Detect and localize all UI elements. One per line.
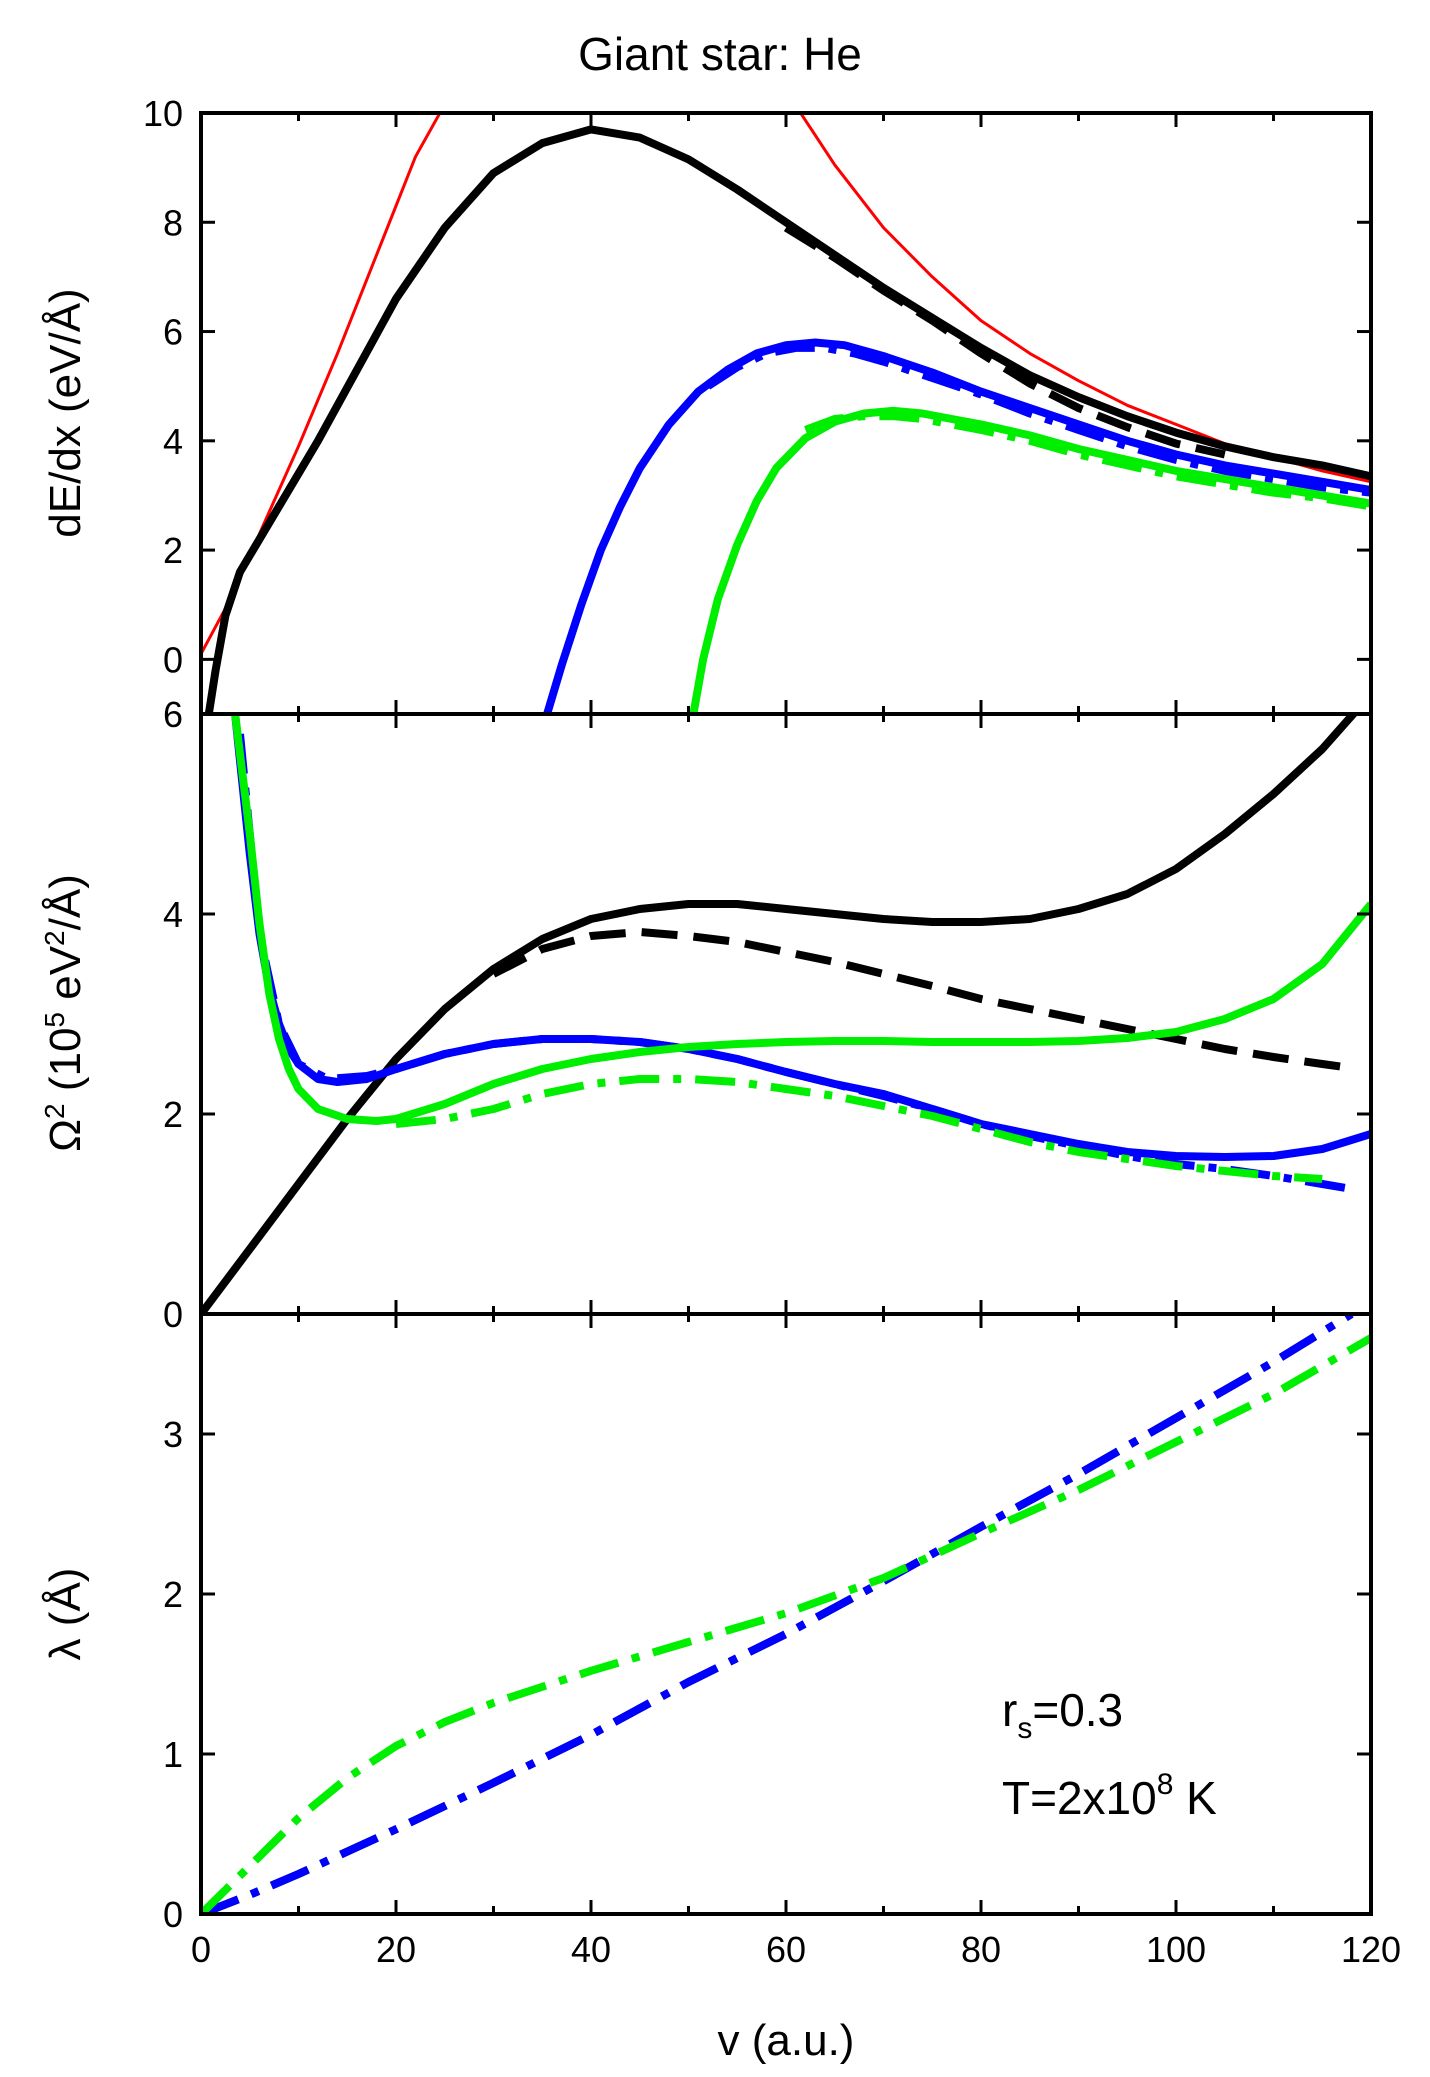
series-line-stopping-7 xyxy=(804,412,1371,511)
ev-exponent: 2 xyxy=(39,930,70,946)
annotation-temperature: T=2x108 K xyxy=(1002,1768,1217,1824)
omega-exponent: 2 xyxy=(39,1103,70,1119)
x-tick-label: 40 xyxy=(571,1929,611,1970)
rs-symbol: r xyxy=(1002,1684,1017,1736)
y-tick-label-lambda: 3 xyxy=(163,1414,183,1455)
series-line-lambda-1 xyxy=(201,1314,1354,1914)
y-tick-label-stopping: 10 xyxy=(143,93,183,134)
temperature-exponent: 8 xyxy=(1157,1768,1174,1801)
rs-value: =0.3 xyxy=(1032,1684,1123,1736)
series-line-lambda-0 xyxy=(201,1314,1354,1914)
y-tick-label-lambda: 2 xyxy=(163,1574,183,1615)
y-tick-label-straggling: 0 xyxy=(163,1294,183,1335)
omega-symbol: Ω xyxy=(41,1119,90,1152)
units-angstrom: /Å) xyxy=(41,874,90,930)
x-tick-label: 120 xyxy=(1341,1929,1401,1970)
series-line-straggling-5 xyxy=(395,1075,1323,1183)
x-axis-title: v (a.u.) xyxy=(718,2016,855,2065)
rs-subscript: s xyxy=(1017,1712,1032,1745)
y-tick-label-lambda: 0 xyxy=(163,1894,183,1935)
y-tick-label-stopping: 2 xyxy=(163,530,183,571)
y-tick-label-stopping: 4 xyxy=(163,421,183,462)
panel-lambda-curves xyxy=(201,1314,1371,1914)
series-line-stopping-6 xyxy=(689,406,1371,714)
x-tick-label: 60 xyxy=(766,1929,806,1970)
curves-layer xyxy=(201,113,1371,1914)
annotation-rs: rs=0.3 xyxy=(1002,1684,1123,1745)
series-line-stopping-2 xyxy=(204,125,1371,714)
units-ev: eV xyxy=(41,945,90,1012)
y-tick-label-straggling: 4 xyxy=(163,894,183,935)
y-axis-title-straggling: Ω2 (105 eV2/Å) xyxy=(39,874,90,1152)
temperature-base: T=2x10 xyxy=(1002,1772,1157,1824)
chart-title: Giant star: He xyxy=(578,28,862,80)
x-tick-label: 100 xyxy=(1146,1929,1206,1970)
series-line-straggling-1 xyxy=(491,928,1353,1072)
series-line-straggling-0 xyxy=(201,714,1359,1314)
y-tick-label-straggling: 2 xyxy=(163,1094,183,1135)
series-line-lambda-2 xyxy=(201,1334,1371,1914)
series-line-straggling-4 xyxy=(231,714,1371,1125)
panel-straggling-curves xyxy=(201,714,1371,1314)
x-tick-label: 80 xyxy=(961,1929,1001,1970)
y-tick-label-stopping: 8 xyxy=(163,202,183,243)
temperature-unit: K xyxy=(1173,1772,1217,1824)
y-axis-title-lambda: λ (Å) xyxy=(41,1568,90,1661)
panel-stopping-curves xyxy=(201,113,1371,714)
x-tick-label: 0 xyxy=(191,1929,211,1970)
y-tick-label-stopping: 6 xyxy=(163,312,183,353)
series-line-stopping-3 xyxy=(783,224,1226,459)
units-prefix: (10 xyxy=(41,1028,90,1104)
y-axis-title-stopping: dE/dx (eV/Å) xyxy=(41,288,90,537)
series-line-stopping-5 xyxy=(705,343,1371,497)
series-line-stopping-4 xyxy=(543,338,1371,714)
y-tick-label-stopping: 0 xyxy=(163,639,183,680)
plot-frame xyxy=(199,111,1373,1916)
power-exponent: 5 xyxy=(39,1012,70,1028)
y-tick-label-lambda: 1 xyxy=(163,1734,183,1775)
x-tick-label: 20 xyxy=(376,1929,416,1970)
y-tick-label-straggling: 6 xyxy=(163,694,183,735)
